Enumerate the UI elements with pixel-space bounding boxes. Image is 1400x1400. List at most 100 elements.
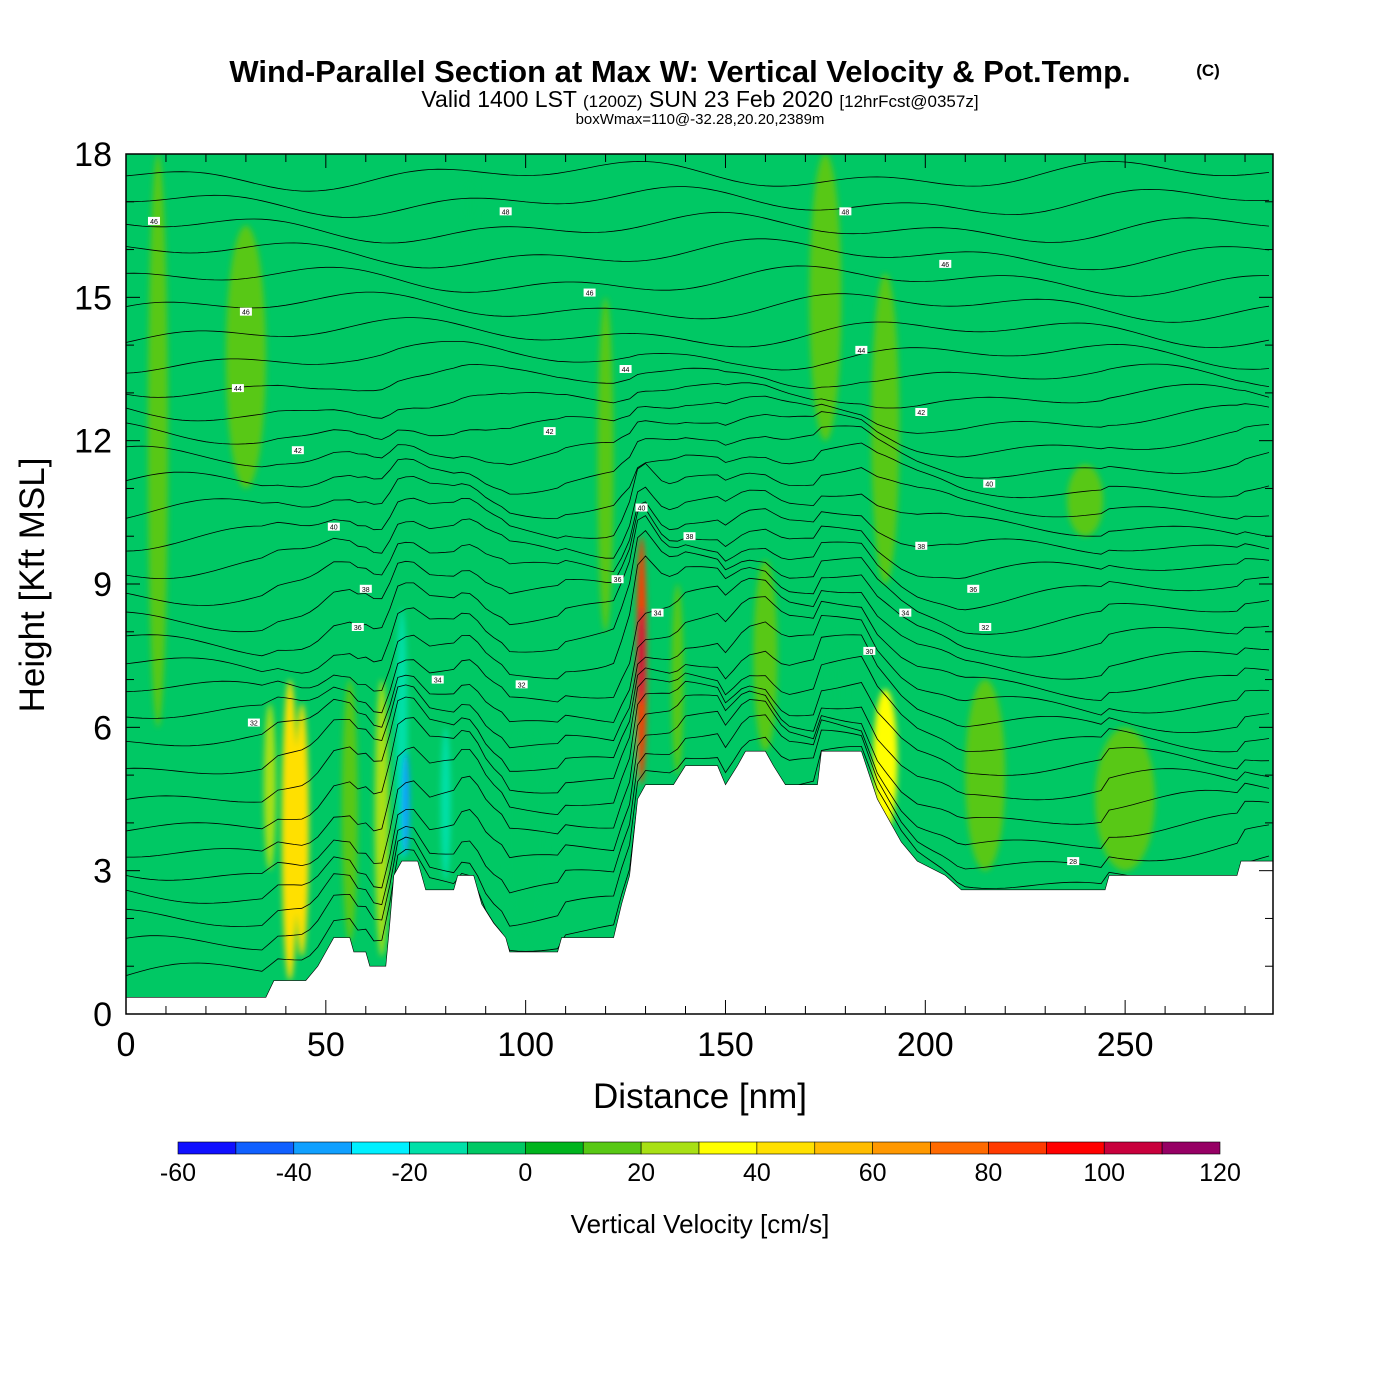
w-feature-0	[281, 679, 298, 981]
w-feature-14	[829, 631, 846, 752]
w-feature-3	[341, 679, 358, 943]
theta-label-bg-5	[359, 584, 372, 593]
w-feature-18	[225, 225, 266, 489]
w-feature-7	[440, 727, 451, 881]
colorbar-swatch	[525, 1141, 584, 1155]
theta-label-bg-3	[291, 446, 304, 455]
theta-line-23	[126, 363, 1270, 398]
theta-label-6: 36	[354, 625, 362, 632]
colorbar-swatch	[177, 1141, 237, 1155]
copyright-mark: (C)	[1196, 61, 1220, 80]
theta-label-17: 34	[654, 611, 662, 618]
vertical-velocity-field	[147, 154, 1156, 981]
theta-line-6	[126, 655, 1270, 832]
theta-contour-labels: 46 46 44 42 40 38 36 34 32 32 48 46 44 42 40 38 36 34 48 46…	[147, 207, 1080, 866]
x-axis: 0 50 100 150 200 250	[117, 154, 1246, 1064]
w-feature-22	[597, 297, 614, 632]
theta-label-19: 46	[941, 262, 949, 269]
theta-label-bg-4	[327, 522, 340, 531]
theta-line-3	[126, 699, 1270, 904]
theta-label-bg-26	[979, 623, 992, 631]
colorbar-tick-label: 60	[859, 1159, 887, 1187]
w-feature-6	[401, 751, 410, 857]
y-tick-label: 15	[74, 279, 112, 317]
theta-label-bg-25	[899, 608, 912, 617]
theta-label-26: 32	[981, 625, 989, 632]
colorbar-tick-label: -60	[160, 1159, 196, 1187]
theta-label-bg-0	[147, 216, 160, 225]
theta-line-5	[126, 680, 1270, 858]
theta-line-29	[126, 211, 1270, 244]
colorbar-swatch	[1103, 1141, 1163, 1155]
x-axis-label: Distance [nm]	[593, 1077, 807, 1116]
colorbar-tick-label: 20	[627, 1159, 655, 1187]
theta-label-12: 44	[622, 367, 630, 374]
theta-label-7: 34	[434, 678, 442, 685]
theta-label-11: 46	[586, 291, 594, 298]
theta-label-0: 46	[150, 219, 158, 226]
w-feature-16	[965, 679, 1006, 871]
w-feature-25	[858, 273, 865, 322]
chart-title: Wind-Parallel Section at Max W: Vertical…	[229, 54, 1130, 89]
colorbar-swatch	[293, 1141, 352, 1155]
theta-line-7	[126, 634, 1270, 803]
theta-line-26	[126, 291, 1270, 323]
theta-label-bg-23	[915, 541, 928, 550]
theta-line-20	[126, 411, 1270, 468]
theta-label-bg-1	[239, 307, 252, 316]
colorbar-tick-label: 40	[743, 1159, 771, 1187]
theta-label-23: 38	[917, 544, 925, 551]
theta-label-18: 48	[841, 209, 849, 216]
x-tick-label: 50	[307, 1026, 345, 1064]
theta-label-bg-24	[967, 584, 980, 593]
w-feature-11	[638, 607, 645, 704]
theta-line-15	[126, 501, 1270, 606]
theta-line-9	[126, 596, 1270, 747]
colorbar-swatch	[1161, 1141, 1221, 1155]
colorbar: -60 -40 -20 0 20 40 60 80 100 120	[160, 1141, 1241, 1187]
forecast-info: [12hrFcst@0357z]	[839, 92, 978, 111]
w-feature-20	[809, 154, 842, 441]
w-feature-24	[463, 154, 476, 250]
theta-label-bg-18	[839, 207, 852, 216]
colorbar-swatch	[756, 1141, 816, 1155]
theta-label-27: 30	[865, 649, 873, 656]
theta-label-bg-8	[515, 680, 528, 689]
w-feature-23	[1067, 464, 1104, 537]
theta-label-14: 40	[638, 506, 646, 513]
theta-label-9: 32	[250, 721, 258, 728]
theta-label-28: 28	[1069, 859, 1077, 866]
theta-label-22: 40	[985, 482, 993, 489]
theta-label-bg-20	[855, 345, 868, 354]
theta-label-13: 42	[546, 429, 554, 436]
theta-label-21: 42	[917, 410, 925, 417]
theta-line-22	[126, 382, 1270, 422]
theta-label-bg-10	[499, 207, 512, 216]
theta-line-24	[126, 341, 1270, 374]
theta-line-13	[126, 515, 1270, 657]
theta-line-12	[126, 530, 1270, 674]
box-info: boxWmax=110@-32.28,20.20,2389m	[576, 111, 825, 128]
theta-label-8: 32	[518, 682, 526, 689]
w-feature-19	[147, 154, 168, 728]
w-feature-13	[753, 560, 778, 752]
colorbar-swatch	[235, 1141, 295, 1155]
theta-label-10: 48	[502, 209, 510, 216]
theta-line-10	[126, 577, 1270, 719]
theta-label-bg-28	[1067, 857, 1080, 866]
theta-label-20: 44	[857, 348, 865, 355]
theta-line-18	[126, 442, 1270, 519]
y-tick-label: 3	[93, 853, 112, 891]
w-feature-8	[505, 727, 546, 943]
colorbar-swatch	[1046, 1141, 1105, 1155]
theta-line-30	[126, 186, 1270, 218]
theta-label-25: 34	[901, 611, 909, 618]
colorbar-swatch	[409, 1141, 468, 1155]
x-tick-label: 0	[117, 1026, 136, 1064]
w-feature-4	[374, 679, 389, 957]
theta-line-11	[126, 555, 1270, 693]
theta-line-19	[126, 425, 1270, 495]
w-feature-21	[871, 273, 900, 584]
